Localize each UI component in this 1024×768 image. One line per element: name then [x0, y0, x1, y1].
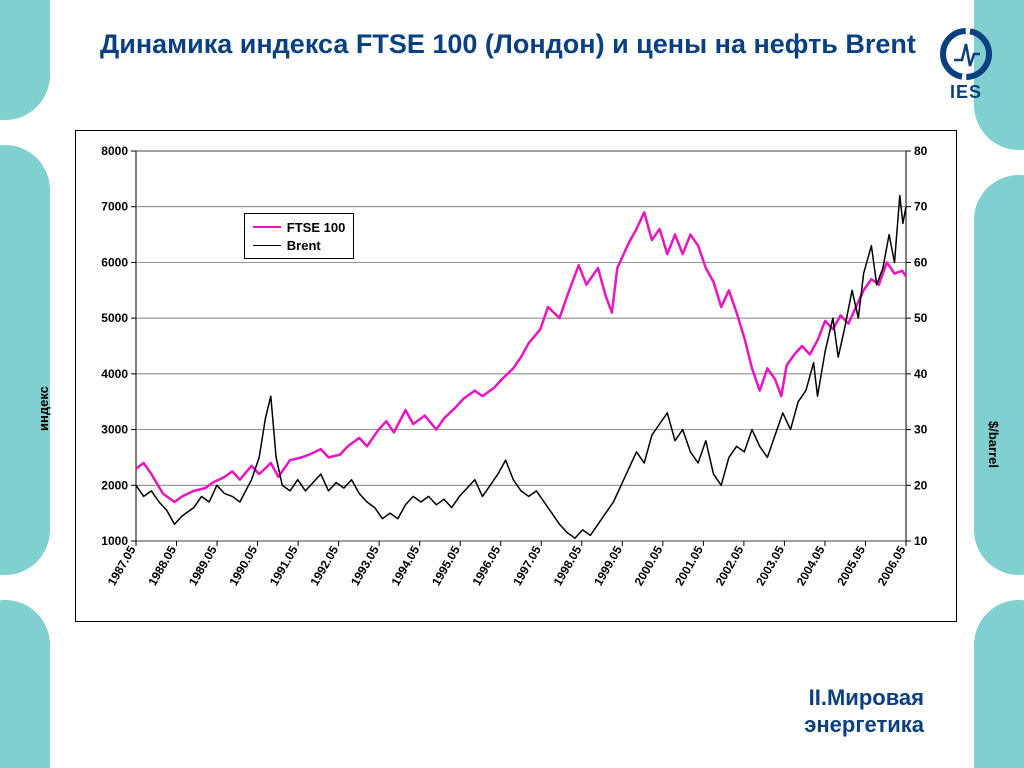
svg-text:1994.05: 1994.05	[388, 543, 422, 588]
svg-text:1995.05: 1995.05	[429, 543, 463, 588]
svg-text:1992.05: 1992.05	[307, 543, 341, 588]
svg-text:8000: 8000	[101, 144, 128, 158]
capsule	[0, 600, 50, 768]
svg-text:2000: 2000	[101, 478, 128, 492]
svg-text:4000: 4000	[101, 367, 128, 381]
svg-text:40: 40	[914, 367, 928, 381]
svg-text:1993.05: 1993.05	[348, 543, 382, 588]
logo-icon	[940, 28, 992, 80]
svg-text:1998.05: 1998.05	[551, 543, 585, 588]
svg-text:2001.05: 2001.05	[672, 543, 706, 588]
capsule	[974, 175, 1024, 575]
logo: IES	[936, 28, 996, 108]
svg-text:2003.05: 2003.05	[753, 543, 787, 588]
svg-text:10: 10	[914, 534, 928, 548]
svg-text:20: 20	[914, 478, 928, 492]
svg-text:6000: 6000	[101, 255, 128, 269]
svg-text:70: 70	[914, 200, 928, 214]
svg-text:2005.05: 2005.05	[834, 543, 868, 588]
svg-text:30: 30	[914, 423, 928, 437]
svg-text:2004.05: 2004.05	[794, 543, 828, 588]
svg-text:1988.05: 1988.05	[145, 543, 179, 588]
capsule	[0, 145, 50, 575]
svg-text:80: 80	[914, 144, 928, 158]
legend-swatch	[253, 226, 281, 228]
svg-text:1989.05: 1989.05	[186, 543, 220, 588]
page-title: Динамика индекса FTSE 100 (Лондон) и цен…	[100, 28, 924, 60]
footer-line2: энергетика	[804, 712, 924, 738]
svg-text:2002.05: 2002.05	[713, 543, 747, 588]
slide: Динамика индекса FTSE 100 (Лондон) и цен…	[0, 0, 1024, 768]
legend-swatch	[253, 245, 281, 246]
svg-text:1987.05: 1987.05	[105, 543, 139, 588]
svg-text:1990.05: 1990.05	[226, 543, 260, 588]
svg-text:1999.05: 1999.05	[591, 543, 625, 588]
capsule	[0, 0, 50, 120]
capsule	[974, 600, 1024, 768]
decoration-left	[0, 0, 50, 768]
svg-text:5000: 5000	[101, 311, 128, 325]
chart-container: индекс $/barrel 100020003000400050006000…	[75, 130, 957, 622]
svg-text:1997.05: 1997.05	[510, 543, 544, 588]
legend-item: Brent	[253, 236, 346, 254]
svg-text:7000: 7000	[101, 200, 128, 214]
svg-text:1996.05: 1996.05	[470, 543, 504, 588]
legend-label: Brent	[287, 238, 321, 253]
footer-line1: II.Мировая	[804, 685, 924, 711]
decoration-right	[974, 0, 1024, 768]
svg-text:2006.05: 2006.05	[875, 543, 909, 588]
legend-item: FTSE 100	[253, 218, 346, 236]
y-axis-right-label: $/barrel	[986, 421, 1001, 468]
svg-text:2000.05: 2000.05	[632, 543, 666, 588]
svg-text:50: 50	[914, 311, 928, 325]
logo-text: IES	[936, 82, 996, 103]
footer-text: II.Мировая энергетика	[804, 685, 924, 738]
svg-text:60: 60	[914, 255, 928, 269]
legend: FTSE 100 Brent	[244, 213, 355, 259]
svg-text:1991.05: 1991.05	[267, 543, 301, 588]
legend-label: FTSE 100	[287, 220, 346, 235]
svg-text:3000: 3000	[101, 423, 128, 437]
chart-svg: 1000200030004000500060007000800010203040…	[76, 131, 956, 621]
y-axis-left-label: индекс	[36, 386, 51, 431]
